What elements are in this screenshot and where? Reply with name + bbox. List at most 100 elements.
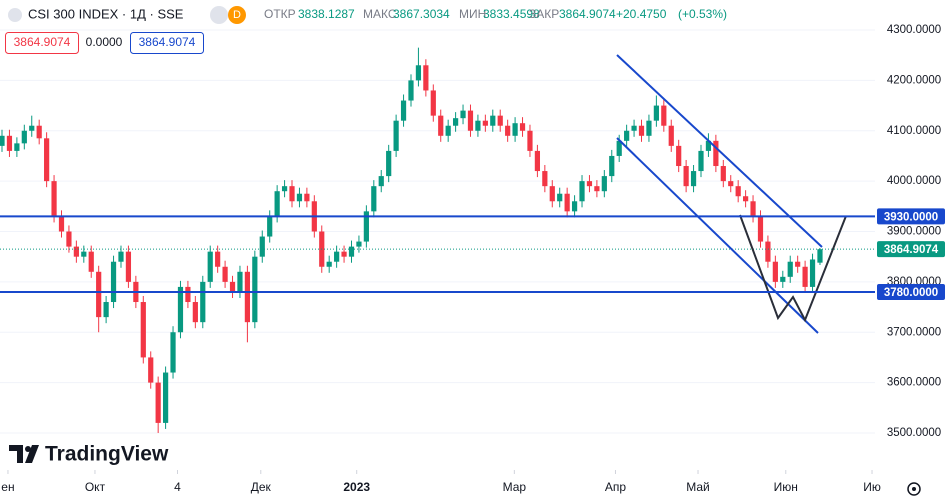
price-tag-label: 3930.0000 bbox=[884, 211, 938, 223]
candle-body bbox=[557, 193, 563, 202]
logo-shape bbox=[25, 445, 39, 463]
candle-body bbox=[66, 231, 72, 247]
candle-body bbox=[44, 138, 50, 182]
candle-body bbox=[326, 261, 332, 267]
candle-body bbox=[430, 90, 436, 116]
brand-logo[interactable]: TradingView bbox=[9, 443, 169, 466]
candle-body bbox=[438, 115, 444, 136]
candle-body bbox=[341, 251, 347, 257]
candle-body bbox=[512, 123, 518, 136]
candle-body bbox=[363, 211, 369, 242]
badge[interactable] bbox=[228, 6, 246, 24]
candle-body bbox=[787, 261, 793, 277]
y-tick-label: 3500.0000 bbox=[887, 427, 941, 439]
x-tick-label: ен bbox=[1, 480, 14, 494]
candle-body bbox=[14, 143, 20, 151]
candle-body bbox=[289, 186, 295, 202]
candle-body bbox=[408, 80, 414, 101]
candle-body bbox=[795, 261, 801, 267]
sell-box[interactable] bbox=[5, 32, 79, 54]
y-tick-label: 4200.0000 bbox=[887, 74, 941, 86]
candle-body bbox=[601, 176, 607, 192]
ohlc-value: 3833.4598 bbox=[483, 7, 540, 21]
eye-icon[interactable] bbox=[210, 6, 228, 24]
candle-body bbox=[445, 125, 451, 136]
candle-body bbox=[527, 130, 533, 151]
x-tick-label: Окт bbox=[85, 480, 106, 494]
candle-body bbox=[713, 140, 719, 167]
ohlc-label: ОТКР bbox=[264, 7, 296, 21]
candle-body bbox=[96, 271, 102, 318]
candle-body bbox=[482, 120, 488, 126]
sell-price[interactable]: 3864.9074 bbox=[14, 35, 71, 49]
candle-body bbox=[780, 276, 786, 282]
candle-body bbox=[118, 251, 124, 262]
settings-icon[interactable] bbox=[907, 482, 921, 496]
candle-body bbox=[676, 145, 682, 167]
candle-body bbox=[505, 125, 511, 136]
candle-body bbox=[423, 65, 429, 91]
price-tag bbox=[877, 208, 945, 225]
candle-body bbox=[571, 201, 578, 212]
candle-body bbox=[162, 372, 169, 423]
candle-body bbox=[497, 115, 503, 126]
candle-body bbox=[638, 125, 645, 136]
ohlc-value: 3864.9074 bbox=[559, 7, 616, 21]
candle-body bbox=[274, 191, 280, 217]
change-pct: (+0.53%) bbox=[678, 7, 727, 21]
ohlc-value: 3838.1287 bbox=[298, 7, 355, 21]
candle-body bbox=[185, 286, 191, 303]
candle-body bbox=[683, 166, 689, 187]
symbol-title[interactable]: CSI 300 INDEX · 1Д · SSE bbox=[28, 6, 184, 21]
candle-body bbox=[177, 286, 184, 333]
candle-body bbox=[549, 186, 555, 202]
buy-box[interactable] bbox=[130, 32, 204, 54]
candle-body bbox=[743, 196, 749, 202]
candle-body bbox=[281, 186, 288, 192]
y-tick-label: 4300.0000 bbox=[887, 24, 941, 36]
candle-body bbox=[616, 140, 622, 156]
candle-body bbox=[579, 181, 585, 202]
x-tick-label: Дек bbox=[251, 480, 272, 494]
candle-body bbox=[6, 135, 13, 151]
brand-text: TradingView bbox=[45, 443, 169, 466]
candle-body bbox=[631, 125, 637, 131]
y-tick-label: 3700.0000 bbox=[887, 326, 941, 338]
candle-body bbox=[155, 382, 161, 423]
x-tick-label: Апр bbox=[605, 480, 627, 494]
candle-body bbox=[460, 110, 466, 119]
candle-body bbox=[244, 271, 250, 323]
pattern-line bbox=[739, 214, 847, 323]
candle-body bbox=[490, 115, 496, 126]
plot-area bbox=[0, 29, 875, 474]
last-price-tag bbox=[877, 241, 945, 258]
channel-upper bbox=[616, 54, 823, 248]
gear bbox=[907, 482, 921, 496]
y-tick-label: 3900.0000 bbox=[887, 226, 941, 238]
x-tick-label: Ию bbox=[863, 480, 881, 494]
candle-body bbox=[519, 123, 526, 131]
candle-body bbox=[21, 130, 27, 144]
x-tick-label: Май bbox=[686, 480, 710, 494]
candle-body bbox=[534, 150, 541, 172]
candle-body bbox=[542, 171, 548, 187]
candle-body bbox=[386, 150, 392, 177]
buy-price[interactable]: 3864.9074 bbox=[139, 35, 196, 49]
change: +20.4750 bbox=[616, 7, 667, 21]
candle-body bbox=[475, 120, 481, 131]
candle-body bbox=[817, 249, 823, 263]
candle-body bbox=[400, 100, 407, 121]
candle-body bbox=[200, 281, 206, 323]
candle-body bbox=[148, 357, 154, 383]
candle-body bbox=[594, 186, 600, 192]
x-tick-label: Июн bbox=[774, 480, 798, 494]
symbol-icon[interactable] bbox=[8, 8, 22, 22]
candle-body bbox=[140, 302, 146, 358]
candle-body bbox=[586, 181, 593, 187]
ohlc-label: ЗАКР bbox=[529, 7, 559, 21]
candle-body bbox=[58, 216, 65, 232]
candle-body bbox=[661, 105, 667, 126]
candle-body bbox=[125, 251, 132, 282]
ohlc-label: МИН bbox=[459, 7, 486, 21]
candle-body bbox=[237, 271, 243, 292]
